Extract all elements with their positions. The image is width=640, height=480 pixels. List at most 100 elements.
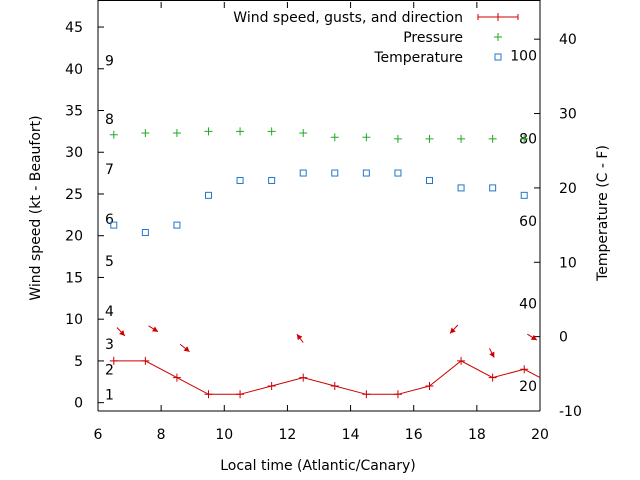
wind-arrow-head bbox=[183, 346, 190, 352]
fahrenheit-label: 100 bbox=[510, 49, 537, 65]
temperature-point bbox=[362, 169, 370, 177]
beaufort-label: 9 bbox=[105, 53, 114, 69]
temperature-point bbox=[110, 221, 118, 229]
fahrenheit-label: 40 bbox=[519, 297, 537, 313]
beaufort-label: 4 bbox=[105, 304, 114, 320]
temperature-point bbox=[489, 184, 497, 192]
wind-arrow-head bbox=[296, 334, 303, 341]
pressure-point bbox=[109, 130, 118, 139]
y-left-tick-label: 10 bbox=[65, 312, 83, 328]
y-right-tick-label: 10 bbox=[559, 255, 577, 271]
wind-speed-point bbox=[425, 381, 434, 390]
pressure-point bbox=[425, 134, 434, 143]
pressure-point bbox=[299, 129, 308, 138]
temperature-point bbox=[141, 229, 149, 237]
axis-ticks: 6 8 10 12 14 16 18 20051015202530354045-1001020… bbox=[65, 2, 582, 443]
y-right-tick-label: 30 bbox=[559, 107, 577, 123]
y-right-tick-label: 0 bbox=[559, 330, 568, 346]
beaufort-label: 5 bbox=[105, 254, 114, 270]
y-right-tick-label: 20 bbox=[559, 181, 577, 197]
wind-speed-point bbox=[488, 373, 497, 382]
beaufort-label: 2 bbox=[105, 362, 114, 378]
pressure-point bbox=[204, 127, 213, 136]
x-tick-label: 8 bbox=[157, 427, 166, 443]
temperature-point bbox=[236, 176, 244, 184]
temperature-point bbox=[205, 191, 212, 199]
wind-direction-arrow bbox=[179, 343, 190, 353]
legend: Wind speed, gusts, and direction Pressure… bbox=[233, 10, 519, 66]
wind-arrow-head bbox=[151, 326, 158, 332]
pressure-point bbox=[488, 134, 497, 143]
wind-speed-point bbox=[236, 390, 245, 399]
x-tick-label: 20 bbox=[531, 427, 549, 443]
wind-speed-point bbox=[520, 365, 529, 374]
temperature-point bbox=[331, 169, 339, 177]
wind-direction-arrow bbox=[449, 324, 459, 334]
temperature-point bbox=[268, 176, 276, 184]
beaufort-label: 6 bbox=[105, 212, 114, 228]
pressure-point bbox=[393, 134, 402, 143]
wind-direction-arrow bbox=[489, 348, 495, 358]
beaufort-label: 3 bbox=[105, 337, 114, 353]
wind-arrow-head bbox=[530, 334, 537, 341]
wind-speed-point bbox=[109, 356, 118, 365]
beaufort-label: 1 bbox=[105, 387, 114, 403]
legend-entry: Temperature bbox=[373, 50, 502, 66]
wind-direction-arrow bbox=[116, 327, 126, 337]
pressure-point bbox=[457, 134, 466, 143]
wind-speed-point bbox=[457, 356, 466, 365]
y-left-tick-label: 40 bbox=[65, 62, 83, 78]
wind-speed-point bbox=[393, 390, 402, 399]
legend-label: Wind speed, gusts, and direction bbox=[233, 10, 463, 26]
legend-swatch bbox=[477, 13, 519, 21]
y-right-tick-label: 40 bbox=[559, 32, 577, 48]
wind-speed-point bbox=[299, 373, 308, 382]
pressure-point bbox=[362, 133, 371, 142]
wind-direction-arrow bbox=[296, 333, 304, 343]
temperature-point bbox=[457, 184, 465, 192]
data-series bbox=[109, 127, 541, 399]
x-tick-label: 18 bbox=[468, 427, 486, 443]
pressure-point bbox=[172, 129, 181, 138]
wind-arrow-head bbox=[489, 351, 495, 358]
x-tick-label: 6 bbox=[94, 427, 103, 443]
wind-direction-arrow bbox=[148, 325, 159, 333]
y-left-tick-label: 0 bbox=[74, 396, 83, 412]
pressure-point bbox=[520, 134, 529, 143]
y-left-tick-label: 45 bbox=[65, 20, 83, 36]
legend-entry: Pressure bbox=[403, 30, 502, 46]
wind-arrow-head bbox=[119, 330, 125, 336]
y-left-tick-label: 35 bbox=[65, 104, 83, 120]
y-left-tick-label: 15 bbox=[65, 270, 83, 286]
legend-label: Temperature bbox=[373, 50, 463, 66]
x-tick-label: 14 bbox=[342, 427, 360, 443]
beaufort-label: 8 bbox=[105, 112, 114, 128]
wind-arrow-head bbox=[450, 327, 456, 334]
temperature-point bbox=[394, 169, 402, 177]
wind-speed-point bbox=[267, 381, 276, 390]
pressure-point bbox=[330, 133, 339, 142]
temperature-point bbox=[426, 176, 433, 184]
wind-speed-point bbox=[330, 381, 339, 390]
y-left-tick-label: 25 bbox=[65, 187, 83, 203]
y-axis-left-label: Wind speed (kt - Beaufort) bbox=[28, 115, 44, 300]
temperature-point bbox=[173, 221, 181, 229]
y-left-tick-label: 5 bbox=[74, 354, 83, 370]
y-left-tick-label: 20 bbox=[65, 229, 83, 245]
pressure-point bbox=[236, 127, 245, 136]
wind-speed-point bbox=[141, 356, 150, 365]
temperature-point bbox=[520, 191, 528, 199]
y-right-tick-label: -10 bbox=[559, 404, 582, 420]
x-tick-label: 12 bbox=[279, 427, 297, 443]
x-tick-label: 16 bbox=[405, 427, 423, 443]
y-axis-right-label: Temperature (C - F) bbox=[595, 145, 611, 282]
x-tick-label: 10 bbox=[215, 427, 233, 443]
wind-speed-point bbox=[362, 390, 371, 399]
beaufort-label: 7 bbox=[105, 162, 114, 178]
legend-swatch bbox=[494, 33, 502, 41]
wind-speed-point bbox=[204, 390, 213, 399]
legend-swatch bbox=[494, 53, 502, 61]
x-axis-label: Local time (Atlantic/Canary) bbox=[220, 458, 416, 474]
y-left-tick-label: 30 bbox=[65, 145, 83, 161]
